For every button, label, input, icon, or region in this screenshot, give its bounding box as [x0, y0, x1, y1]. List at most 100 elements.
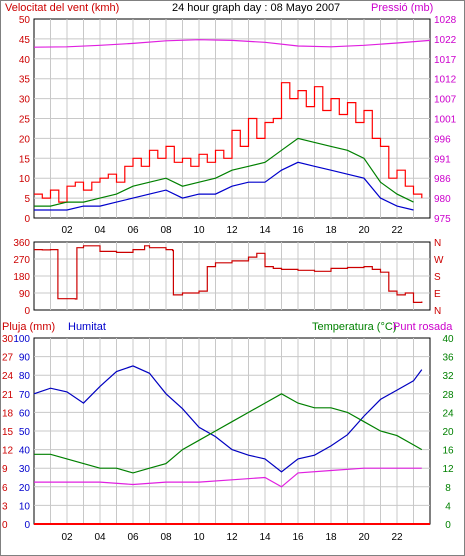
- humidity-tick-label: 70: [19, 390, 31, 401]
- hour-tick-label: 18: [325, 532, 337, 543]
- hour-tick-label: 10: [193, 532, 205, 543]
- humidity-series: [33, 365, 423, 473]
- hour-tick-label: 14: [259, 225, 271, 236]
- wind-pressure-panel: 0 5 10 15 20 25 30 35 40 45 50 975 980 986 991 996 1001…: [5, 2, 457, 236]
- direction-degree-label: 0: [24, 306, 30, 317]
- rain-tick-label: 9: [2, 464, 8, 475]
- hour-tick-label: 08: [160, 532, 172, 543]
- hour-tick-label: 22: [391, 532, 403, 543]
- direction-degree-label: 360: [13, 238, 30, 249]
- wind-tick-label: 50: [19, 15, 31, 26]
- hour-tick-label: 06: [127, 532, 139, 543]
- temperature-tick-label: 24: [442, 408, 454, 419]
- direction-degree-label: 90: [19, 289, 31, 300]
- direction-degree-label: 270: [13, 255, 30, 266]
- rain-tick-label: 15: [2, 427, 14, 438]
- panel3-right-ticks: 0 4 8 12 16 20 24 28 32 36 40: [442, 334, 454, 531]
- panel2-grid: [34, 242, 430, 310]
- hour-tick-label: 12: [226, 225, 238, 236]
- hour-tick-label: 02: [61, 225, 73, 236]
- humidity-tick-label: 50: [19, 427, 31, 438]
- chart-title: 24 hour graph day : 08 Mayo 2007: [172, 2, 340, 14]
- compass-label: N: [434, 238, 441, 249]
- rain-tick-label: 12: [2, 446, 14, 457]
- wind-tick-label: 40: [19, 55, 31, 66]
- panel2-left-ticks: 0 90 180 270 360: [13, 238, 30, 317]
- humidity-tick-label: 80: [19, 371, 31, 382]
- hour-tick-label: 02: [61, 532, 73, 543]
- temperature-axis-title: Temperatura (°C): [312, 321, 396, 333]
- humidity-tick-label: 100: [13, 334, 30, 345]
- wind-tick-label: 35: [19, 75, 31, 86]
- wind-average-series: [34, 161, 414, 211]
- rain-tick-label: 21: [2, 390, 14, 401]
- hour-tick-label: 06: [127, 225, 139, 236]
- temperature-tick-label: 16: [442, 446, 454, 457]
- panel1-left-ticks: 0 5 10 15 20 25 30 35 40 45 50: [19, 15, 31, 225]
- temperature-tick-label: 4: [445, 501, 451, 512]
- pressure-tick-label: 1022: [434, 35, 457, 46]
- rain-tick-label: 3: [2, 501, 8, 512]
- hour-tick-label: 04: [94, 225, 106, 236]
- hour-tick-label: 16: [292, 532, 304, 543]
- pressure-tick-label: 991: [434, 154, 451, 165]
- pressure-tick-label: 1001: [434, 115, 457, 126]
- pressure-tick-label: 980: [434, 194, 451, 205]
- dewpoint-axis-title: Punt rosada: [393, 321, 453, 333]
- temperature-tick-label: 8: [445, 483, 451, 494]
- compass-label: S: [434, 272, 441, 283]
- pressure-tick-label: 986: [434, 174, 451, 185]
- humidity-tick-label: 40: [19, 446, 31, 457]
- pressure-axis-title: Pressió (mb): [371, 2, 433, 14]
- rain-tick-label: 0: [2, 520, 8, 531]
- pressure-tick-label: 1007: [434, 95, 457, 106]
- panel1-grid: [34, 19, 430, 218]
- wind-tick-label: 15: [19, 154, 31, 165]
- humidity-tick-label: 30: [19, 464, 31, 475]
- temperature-tick-label: 12: [442, 464, 454, 475]
- pressure-tick-label: 975: [434, 214, 451, 225]
- temperature-tick-label: 0: [445, 520, 451, 531]
- humidity-tick-label: 10: [19, 501, 31, 512]
- wind-tick-label: 5: [24, 194, 30, 205]
- hour-tick-label: 16: [292, 225, 304, 236]
- panel3-series: [33, 365, 430, 525]
- rain-tick-label: 24: [2, 371, 14, 382]
- temperature-tick-label: 20: [442, 427, 454, 438]
- hour-tick-label: 22: [391, 225, 403, 236]
- wind-tick-label: 45: [19, 35, 31, 46]
- humidity-tick-label: 20: [19, 483, 31, 494]
- panel3-humidity-ticks: 0 10 20 30 40 50 60 70 80 90 100: [13, 334, 30, 531]
- wind-axis-title: Velocitat del vent (kmh): [5, 2, 119, 14]
- panel3-x-ticks: 02 04 06 08 10 12 14 16 18 20 22: [61, 532, 403, 543]
- temperature-series: [34, 393, 423, 474]
- direction-degree-label: 180: [13, 272, 30, 283]
- hour-tick-label: 14: [259, 532, 271, 543]
- rain-axis-title: Pluja (mm): [2, 321, 55, 333]
- temperature-tick-label: 28: [442, 390, 454, 401]
- panel1-x-ticks: 02 04 06 08 10 12 14 16 18 20 22: [61, 225, 403, 236]
- compass-label: N: [434, 306, 441, 317]
- wind-tick-label: 0: [24, 214, 30, 225]
- pressure-tick-label: 1012: [434, 75, 457, 86]
- humidity-tick-label: 90: [19, 353, 31, 364]
- hour-tick-label: 18: [325, 225, 337, 236]
- humidity-tick-label: 60: [19, 408, 31, 419]
- humidity-tick-label: 0: [24, 520, 30, 531]
- hour-tick-label: 12: [226, 532, 238, 543]
- humidity-axis-title: Humitat: [68, 321, 106, 333]
- hour-tick-label: 10: [193, 225, 205, 236]
- hour-tick-label: 20: [358, 532, 370, 543]
- rain-tick-label: 30: [2, 334, 14, 345]
- temperature-tick-label: 32: [442, 371, 454, 382]
- panel1-series: [33, 39, 431, 211]
- panel1-right-ticks: 975 980 986 991 996 1001 1007 1012 1017 1022 1028: [434, 15, 457, 225]
- wind-tick-label: 10: [19, 174, 31, 185]
- temperature-tick-label: 40: [442, 334, 454, 345]
- rain-tick-label: 27: [2, 353, 14, 364]
- pressure-tick-label: 1028: [434, 15, 457, 26]
- compass-label: E: [434, 289, 441, 300]
